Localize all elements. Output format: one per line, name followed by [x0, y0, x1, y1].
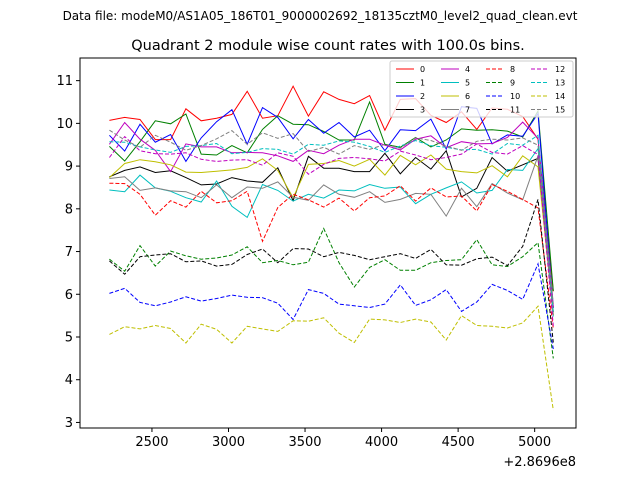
legend-entry-4: 4	[441, 65, 470, 74]
y-tick-label: 10	[56, 117, 73, 132]
series-line-14	[109, 305, 554, 411]
legend-entry-11: 11	[486, 106, 520, 115]
legend-label: 10	[510, 92, 520, 101]
series-line-15	[109, 129, 554, 305]
legend-frame	[389, 60, 574, 118]
plot-frame	[79, 57, 577, 429]
legend-label: 11	[510, 106, 520, 115]
y-tick-label: 11	[56, 74, 73, 89]
legend-entry-6: 6	[441, 92, 470, 101]
legend-label: 8	[510, 65, 515, 74]
legend-entry-0: 0	[396, 65, 425, 74]
data-file-suptitle: Data file: modeM0/AS1A05_186T01_90000026…	[63, 9, 578, 23]
x-tick-label: 4000	[365, 435, 398, 450]
y-tick-label: 4	[65, 373, 73, 388]
legend-entry-5: 5	[441, 79, 470, 88]
legend-entry-13: 13	[531, 79, 565, 88]
series-line-5	[109, 147, 554, 317]
legend-label: 5	[465, 79, 470, 88]
chart-title: Quadrant 2 module wise count rates with …	[131, 38, 525, 54]
legend-entry-8: 8	[486, 65, 515, 74]
series-line-6	[109, 154, 554, 315]
legend-entry-7: 7	[441, 106, 470, 115]
legend-label: 7	[465, 106, 470, 115]
legend-entry-9: 9	[486, 79, 515, 88]
legend-entry-15: 15	[531, 106, 565, 115]
legend-label: 3	[420, 106, 425, 115]
series-line-1	[109, 100, 554, 291]
legend-label: 6	[465, 92, 470, 101]
series-line-11	[109, 199, 554, 343]
y-tick-label: 7	[65, 245, 73, 260]
x-tick-label: 4500	[442, 435, 475, 450]
series-line-9	[109, 227, 554, 359]
legend-label: 0	[420, 65, 425, 74]
legend-label: 14	[555, 92, 565, 101]
series-line-7	[109, 155, 554, 316]
legend-label: 15	[555, 106, 565, 115]
legend-label: 13	[555, 79, 565, 88]
y-axis: 3 4 5 6 7 8 9 10 11	[56, 74, 80, 431]
y-tick-label: 3	[65, 416, 73, 431]
legend-entry-3: 3	[396, 106, 425, 115]
series-line-12	[108, 135, 554, 326]
legend-label: 12	[555, 65, 565, 74]
x-tick-label: 2500	[135, 435, 168, 450]
x-tick-label: 3000	[212, 435, 245, 450]
y-tick-label: 6	[65, 288, 73, 303]
series-line-0	[109, 85, 554, 292]
series-line-3	[109, 149, 554, 313]
series-line-10	[109, 262, 554, 350]
y-tick-label: 5	[65, 330, 73, 345]
legend-entry-14: 14	[531, 92, 565, 101]
x-tick-label: 5000	[518, 435, 551, 450]
legend-label: 2	[420, 92, 425, 101]
x-axis: 2500 3000 3500 4000 4500 5000	[135, 428, 551, 450]
series-line-13	[109, 134, 554, 313]
legend-label: 4	[465, 65, 470, 74]
series-layer	[108, 85, 554, 411]
legend-entry-10: 10	[486, 92, 520, 101]
legend-label: 9	[510, 79, 515, 88]
legend-entry-12: 12	[531, 65, 565, 74]
x-tick-label: 3500	[288, 435, 321, 450]
x-offset-label: +2.8696e8	[503, 455, 576, 470]
legend-label: 1	[420, 79, 425, 88]
y-tick-label: 8	[65, 202, 73, 217]
y-tick-label: 9	[65, 160, 73, 175]
legend-entry-2: 2	[396, 92, 425, 101]
legend-entry-1: 1	[396, 79, 425, 88]
